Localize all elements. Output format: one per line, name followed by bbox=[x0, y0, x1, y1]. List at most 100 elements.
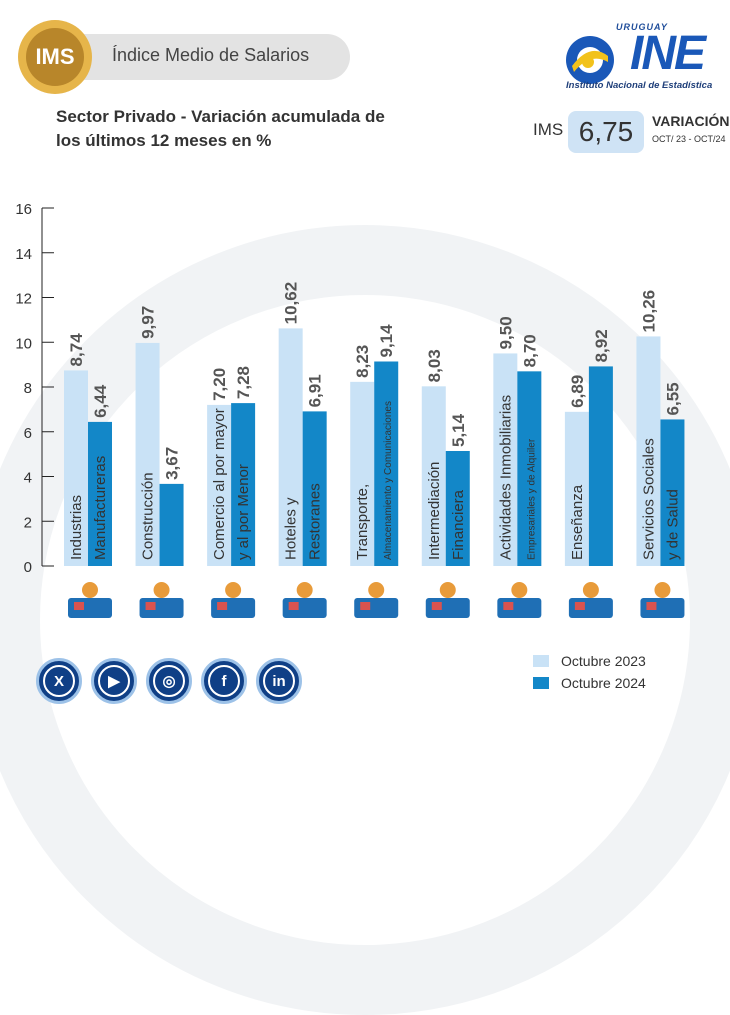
kpi-label: IMS bbox=[533, 120, 564, 139]
bar-2023 bbox=[207, 404, 232, 566]
bar-2023 bbox=[350, 381, 375, 566]
real-estate-key-icon bbox=[497, 582, 542, 618]
kpi-value: 6,75 bbox=[568, 111, 644, 153]
instagram-icon[interactable]: ◎ bbox=[146, 658, 192, 704]
category-label: Industrias bbox=[68, 495, 85, 560]
data-label: 5,14 bbox=[449, 413, 468, 447]
data-label: 6,89 bbox=[568, 375, 587, 408]
bar-2023 bbox=[636, 336, 661, 566]
category-label: Actividades Inmobiliarias bbox=[497, 395, 514, 560]
logo-name: INE bbox=[630, 27, 706, 80]
bar-2024 bbox=[374, 361, 399, 566]
data-label: 8,23 bbox=[353, 345, 372, 378]
category-label: Transporte, bbox=[354, 484, 371, 560]
category-label: Comercio al por mayor bbox=[211, 408, 228, 560]
category-label: Almacenamiento y Comunicaciones bbox=[383, 401, 394, 560]
y-tick-label: 4 bbox=[24, 470, 32, 487]
data-label: 3,67 bbox=[163, 447, 182, 480]
category-label: Servicios Sociales bbox=[640, 438, 657, 560]
construction-worker-icon bbox=[139, 582, 184, 618]
teacher-icon bbox=[568, 582, 613, 618]
category-label: Enseñanza bbox=[569, 484, 586, 560]
store-icon bbox=[211, 582, 256, 618]
data-label: 6,55 bbox=[663, 382, 682, 415]
facebook-icon[interactable]: f bbox=[201, 658, 247, 704]
data-label: 8,92 bbox=[592, 329, 611, 362]
logo-full-name: Instituto Nacional de Estadística bbox=[566, 80, 713, 91]
x-icon[interactable]: X bbox=[36, 658, 82, 704]
bar-2024 bbox=[588, 366, 613, 566]
bar-2024 bbox=[159, 483, 184, 566]
data-label: 10,62 bbox=[282, 282, 301, 325]
y-tick-label: 6 bbox=[24, 425, 32, 442]
category-label: Intermediación bbox=[426, 462, 443, 560]
data-label: 10,26 bbox=[639, 290, 658, 333]
chart-legend: Octubre 2023 Octubre 2024 bbox=[533, 650, 646, 694]
legend-swatch-2023 bbox=[533, 655, 549, 667]
bar-2024 bbox=[660, 419, 685, 566]
data-label: 6,91 bbox=[306, 374, 325, 407]
bar-2023 bbox=[421, 386, 446, 566]
bar-2024 bbox=[517, 371, 542, 566]
category-label: Hoteles y bbox=[283, 497, 300, 560]
category-label: y de Salud bbox=[664, 489, 681, 560]
factory-icon bbox=[68, 582, 112, 618]
x-icon-glyph: X bbox=[43, 665, 75, 697]
logo-country: URUGUAY bbox=[616, 22, 668, 32]
kpi-caption: VARIACIÓN bbox=[652, 113, 730, 129]
linkedin-icon-glyph: in bbox=[263, 665, 295, 697]
restaurant-icon bbox=[282, 582, 327, 618]
bar-2024 bbox=[88, 421, 112, 566]
bar-2023 bbox=[493, 353, 518, 566]
bar-2023 bbox=[135, 342, 160, 566]
category-label: Empresariales y de Alquiler bbox=[526, 438, 537, 560]
y-tick-label: 14 bbox=[15, 246, 32, 263]
y-tick-label: 16 bbox=[15, 201, 32, 218]
y-tick-label: 0 bbox=[24, 559, 32, 576]
linkedin-icon[interactable]: in bbox=[256, 658, 302, 704]
hospital-icon bbox=[640, 582, 685, 618]
instagram-icon-glyph: ◎ bbox=[153, 665, 185, 697]
y-tick-label: 8 bbox=[24, 380, 32, 397]
category-label: y al por Menor bbox=[235, 464, 252, 560]
legend-item: Octubre 2023 bbox=[533, 650, 646, 672]
ims-badge: IMS bbox=[18, 20, 92, 94]
bar-2023 bbox=[278, 328, 303, 566]
legend-label: Octubre 2024 bbox=[561, 675, 646, 691]
data-label: 6,44 bbox=[91, 384, 110, 418]
bus-icon bbox=[354, 582, 399, 618]
kpi-period: OCT/ 23 - OCT/24 bbox=[652, 134, 726, 144]
data-label: 9,14 bbox=[377, 324, 396, 358]
ims-badge-label: IMS bbox=[26, 28, 84, 86]
chart-subtitle: Sector Privado - Variación acumulada de … bbox=[56, 107, 385, 150]
data-label: 9,97 bbox=[139, 306, 158, 339]
legend-swatch-2024 bbox=[533, 677, 549, 689]
bar-chart: 0 2 4 6 8 10 12 14 16 8,74 Industrias 6,44 Manufactu… bbox=[15, 201, 685, 618]
data-label: 8,70 bbox=[520, 334, 539, 367]
legend-label: Octubre 2023 bbox=[561, 653, 646, 669]
finance-icon bbox=[425, 582, 470, 618]
bar-2024 bbox=[445, 450, 470, 566]
bar-2024 bbox=[231, 403, 256, 566]
youtube-icon-glyph: ▶ bbox=[98, 665, 130, 697]
ine-logo-icon bbox=[566, 36, 614, 84]
data-label: 9,50 bbox=[496, 316, 515, 349]
category-label: Financiera bbox=[450, 489, 467, 560]
data-label: 8,03 bbox=[425, 349, 444, 382]
category-label: Construcción bbox=[140, 472, 157, 560]
category-label: Restoranes bbox=[307, 483, 324, 560]
bar-2023 bbox=[564, 411, 589, 566]
data-label: 8,74 bbox=[67, 333, 86, 367]
category-label: Manufactureras bbox=[92, 456, 109, 560]
legend-item: Octubre 2024 bbox=[533, 672, 646, 694]
youtube-icon[interactable]: ▶ bbox=[91, 658, 137, 704]
y-tick-label: 10 bbox=[15, 335, 32, 352]
facebook-icon-glyph: f bbox=[208, 665, 240, 697]
data-label: 7,28 bbox=[234, 366, 253, 399]
y-tick-label: 2 bbox=[24, 514, 32, 531]
bar-2023 bbox=[64, 370, 88, 566]
bar-2024 bbox=[302, 411, 327, 566]
y-tick-label: 12 bbox=[15, 291, 32, 308]
page-title: Índice Medio de Salarios bbox=[112, 45, 310, 65]
data-label: 7,20 bbox=[210, 368, 229, 401]
